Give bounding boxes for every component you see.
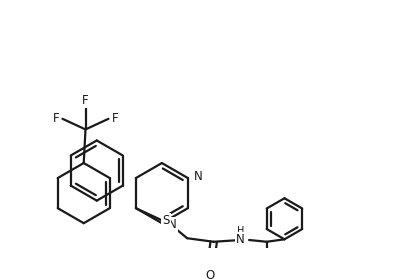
Text: F: F (112, 112, 118, 125)
Text: O: O (205, 269, 215, 279)
Text: N: N (194, 170, 203, 183)
Text: S: S (162, 214, 170, 227)
Text: F: F (53, 112, 60, 125)
Text: H: H (237, 226, 244, 236)
Text: N: N (236, 234, 244, 247)
Text: N: N (168, 218, 177, 232)
Text: F: F (82, 93, 89, 107)
